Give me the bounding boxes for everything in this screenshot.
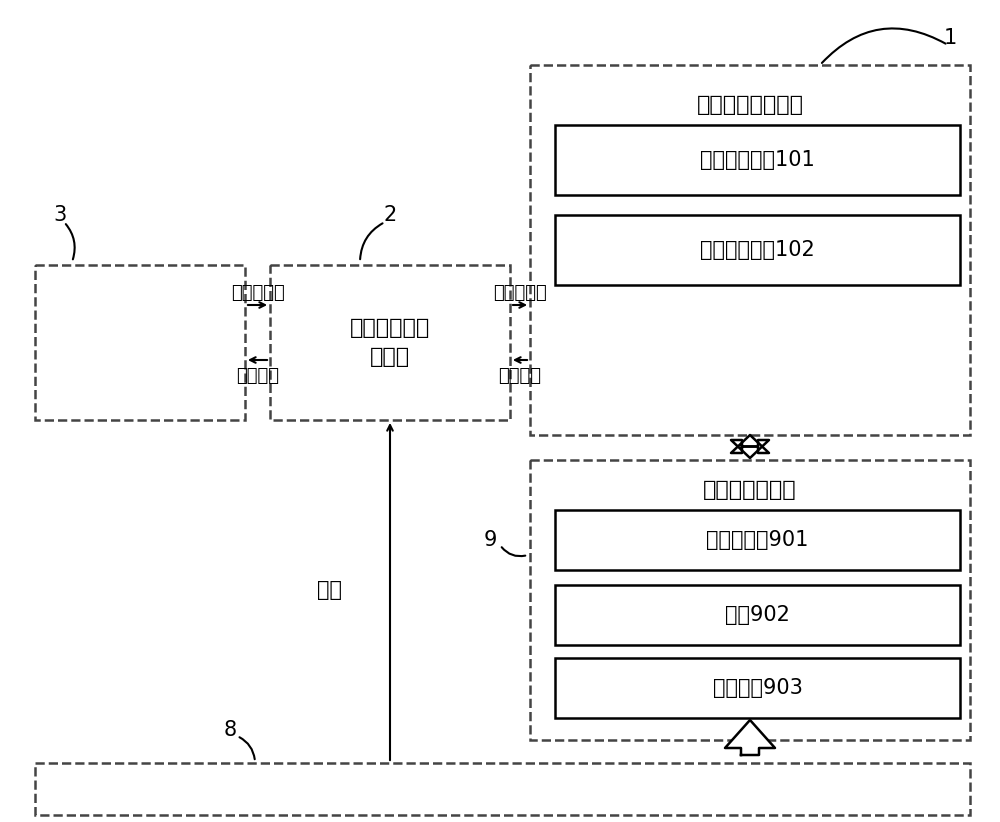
Text: 回波信号: 回波信号: [498, 367, 542, 385]
Text: 控制: 控制: [318, 580, 342, 600]
Text: 传动装置903: 传动装置903: [713, 678, 802, 698]
Text: 高速开关网络
分系统: 高速开关网络 分系统: [350, 317, 430, 367]
Bar: [35, 763, 970, 815]
Bar: [555, 125, 960, 195]
Bar: [555, 215, 960, 285]
Text: 分布式天线分系统: 分布式天线分系统: [696, 95, 804, 115]
Text: 3: 3: [53, 205, 67, 225]
Bar: [555, 658, 960, 718]
Bar: [35, 265, 245, 420]
Text: 电激励信号: 电激励信号: [493, 284, 547, 302]
Bar: [270, 265, 510, 420]
Bar: [530, 460, 970, 740]
Text: 电激励信号: 电激励信号: [231, 284, 284, 302]
Text: 回波信号: 回波信号: [236, 367, 279, 385]
Text: 1: 1: [943, 28, 957, 48]
Bar: [530, 65, 970, 435]
Polygon shape: [731, 435, 769, 453]
Text: 电机902: 电机902: [725, 605, 790, 625]
Polygon shape: [725, 720, 775, 755]
Text: 8: 8: [223, 720, 237, 740]
Bar: [555, 585, 960, 645]
Bar: [555, 510, 960, 570]
Text: 伺服控制器901: 伺服控制器901: [706, 530, 809, 550]
Text: 9: 9: [483, 530, 497, 550]
Polygon shape: [731, 440, 769, 458]
Text: 伺服运动分系统: 伺服运动分系统: [703, 480, 797, 500]
Text: 2: 2: [383, 205, 397, 225]
Text: 线性天线阵列101: 线性天线阵列101: [700, 150, 815, 170]
Text: 线性天线阵列102: 线性天线阵列102: [700, 240, 815, 260]
